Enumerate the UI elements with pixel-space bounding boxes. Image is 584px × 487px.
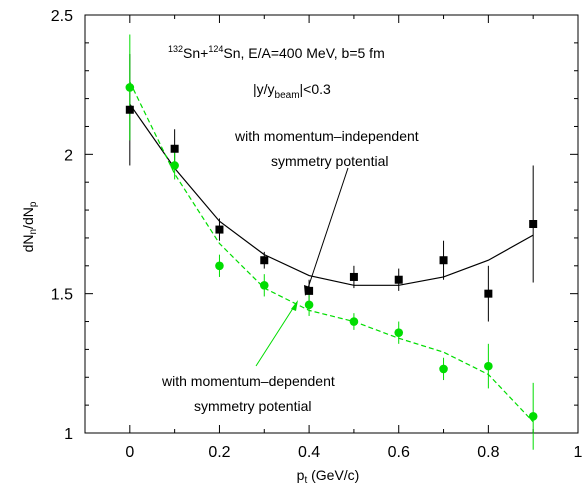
data-point-circle (215, 261, 224, 271)
arrow-independent (305, 167, 349, 295)
x-tick-label: 0 (125, 444, 134, 461)
data-point-circle (349, 317, 359, 326)
data-point-circle (528, 411, 538, 421)
rapidity-cut-label: |y/ybeam|<0.3 (253, 81, 331, 101)
data-point-square (394, 275, 403, 284)
annotation-dependent-line2: symmetry potential (194, 398, 311, 414)
annotation-independent-line2: symmetry potential (271, 153, 388, 169)
data-point-square (439, 256, 448, 265)
annotation-dependent-line1: with momentum–dependent (161, 373, 335, 389)
data-point-square (260, 256, 269, 265)
axis-ticks (84, 14, 579, 434)
x-tick-label: 0.2 (208, 444, 230, 461)
y-tick-label: 2 (64, 147, 73, 164)
data-point-circle (259, 281, 269, 290)
data-point-square (349, 272, 358, 281)
data-point-circle (439, 364, 448, 374)
data-point-square (215, 225, 224, 234)
data-point-square (484, 289, 493, 298)
x-tick-label: 0.4 (298, 444, 320, 461)
y-tick-label: 1.5 (51, 287, 73, 304)
data-point-circle (484, 361, 493, 371)
tick-labels: 0 0.2 0.4 0.6 0.8 1 1 1.5 2 2.5 (51, 8, 583, 461)
model-curves (129, 81, 534, 423)
y-axis-label: dNn/dNp (20, 201, 39, 252)
data-point-circle (394, 328, 404, 337)
plot-frame (84, 14, 579, 434)
data-point-square (305, 286, 314, 295)
data-point-circle (170, 161, 179, 170)
data-point-circle (125, 83, 135, 92)
x-tick-label: 0.6 (388, 444, 410, 461)
x-tick-label: 1 (574, 444, 583, 461)
data-markers (125, 83, 538, 421)
x-tick-label: 0.8 (477, 444, 499, 461)
data-point-circle (304, 300, 314, 310)
data-point-square (529, 220, 538, 228)
data-point-square (125, 105, 134, 114)
x-axis-label: pt (GeV/c) (297, 467, 360, 486)
series-dependent-curve (129, 81, 534, 423)
arrow-dependent-head (291, 300, 298, 311)
arrow-independent-head (304, 285, 310, 296)
annotation-independent-line1: with momentum–independent (234, 128, 419, 144)
reaction-label: 132Sn+124Sn, E/A=400 MeV, b=5 fm (168, 44, 385, 61)
y-tick-label: 2.5 (51, 8, 73, 25)
series-independent-curve (129, 103, 534, 286)
y-tick-label: 1 (64, 426, 73, 443)
arrow-dependent (255, 301, 298, 367)
data-point-square (170, 144, 179, 153)
